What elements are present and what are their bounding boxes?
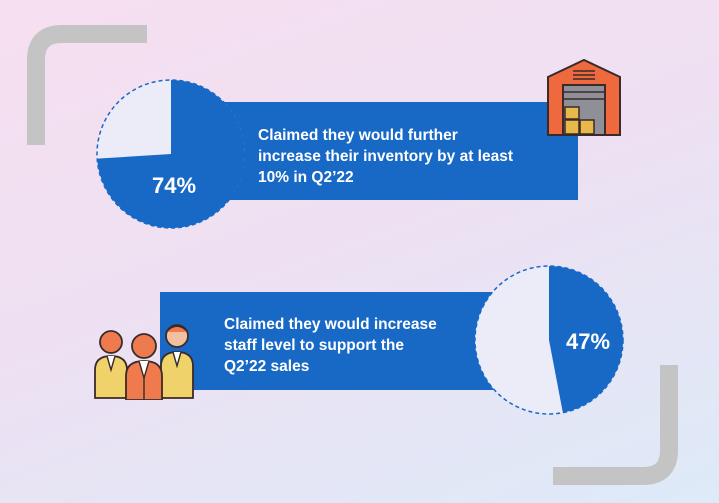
staff-stat-line-1: Claimed they would increase xyxy=(224,316,437,333)
team-people-icon xyxy=(94,324,194,400)
bottom-right-bracket-decoration xyxy=(553,365,678,485)
staff-percent-label: 47% xyxy=(566,329,611,354)
inventory-pie-dashed-ring xyxy=(96,79,246,229)
inventory-pie-slice xyxy=(97,80,246,228)
staff-stat-line-2: staff level to support the xyxy=(224,337,404,354)
inventory-stat-line-1: Claimed they would further xyxy=(258,127,458,144)
inventory-stat-text: Claimed they would further increase thei… xyxy=(258,125,578,188)
staff-pie-dashed-ring xyxy=(474,265,624,415)
warehouse-icon xyxy=(547,58,621,136)
inventory-percent-label: 74% xyxy=(152,173,197,198)
staff-pie-slice xyxy=(549,266,624,413)
inventory-stat-line-3: 10% in Q2’22 xyxy=(258,169,354,186)
staff-percent-pie xyxy=(474,265,624,415)
top-left-bracket-decoration xyxy=(27,25,147,145)
inventory-stat-line-2: increase their inventory by at least xyxy=(258,148,513,165)
staff-stat-text: Claimed they would increase staff level … xyxy=(224,314,504,377)
inventory-percent-pie xyxy=(96,79,246,229)
staff-stat-line-3: Q2’22 sales xyxy=(224,358,310,375)
